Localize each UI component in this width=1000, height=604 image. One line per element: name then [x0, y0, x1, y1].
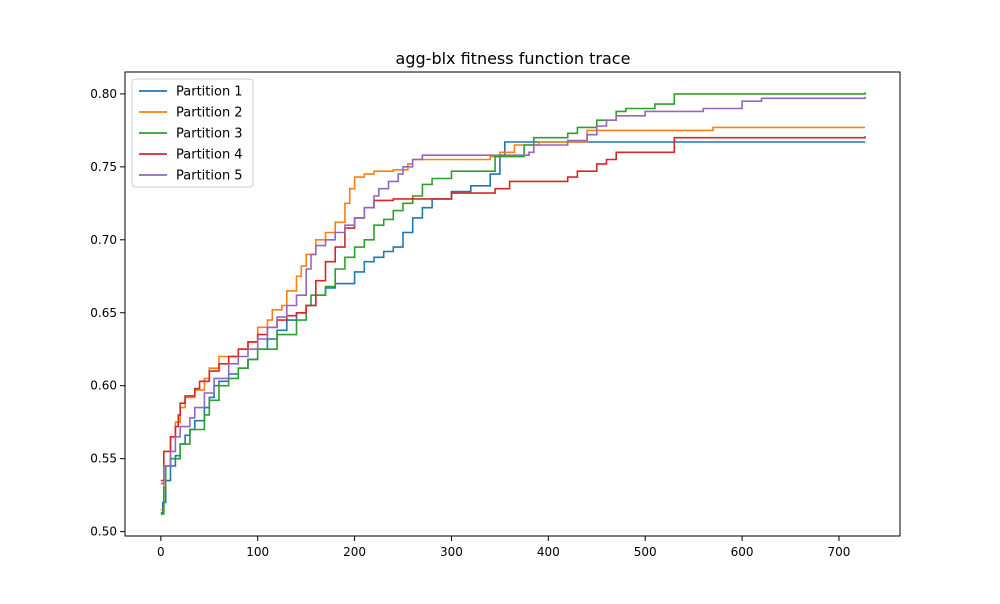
y-tick-label: 0.55	[90, 452, 117, 466]
legend-label: Partition 2	[176, 106, 243, 121]
legend-label: Partition 5	[176, 169, 243, 184]
x-tick-label: 100	[246, 545, 269, 559]
y-tick-label: 0.80	[90, 87, 117, 101]
y-tick-label: 0.75	[90, 160, 117, 174]
legend-box	[131, 78, 254, 188]
series-line-partition-4	[160, 136, 866, 482]
series-line-partition-5	[160, 96, 866, 485]
x-tick-label: 200	[343, 545, 366, 559]
x-tick-label: 600	[731, 545, 754, 559]
y-tick-label: 0.50	[90, 525, 117, 539]
x-axis: 0 100 200 300 400 500 600 700	[157, 536, 850, 559]
legend-label: Partition 3	[176, 127, 243, 142]
legend: Partition 1 Partition 2 Partition 3 Partiti…	[131, 78, 254, 188]
x-tick-label: 500	[634, 545, 657, 559]
x-tick-label: 0	[157, 545, 165, 559]
x-tick-label: 700	[828, 545, 851, 559]
legend-label: Partition 4	[176, 148, 243, 163]
plot-frame	[124, 71, 901, 537]
series-line-partition-2	[160, 126, 866, 511]
plot-lines	[160, 92, 866, 515]
x-tick-label: 400	[537, 545, 560, 559]
y-tick-label: 0.60	[90, 379, 117, 393]
chart-title: agg-blx fitness function trace	[396, 49, 631, 68]
x-tick-label: 300	[440, 545, 463, 559]
legend-label: Partition 1	[176, 85, 243, 100]
y-tick-label: 0.70	[90, 233, 117, 247]
y-axis: 0.50 0.55 0.60 0.65 0.70 0.75 0.80	[90, 87, 125, 539]
series-line-partition-3	[160, 92, 866, 515]
y-tick-label: 0.65	[90, 306, 117, 320]
